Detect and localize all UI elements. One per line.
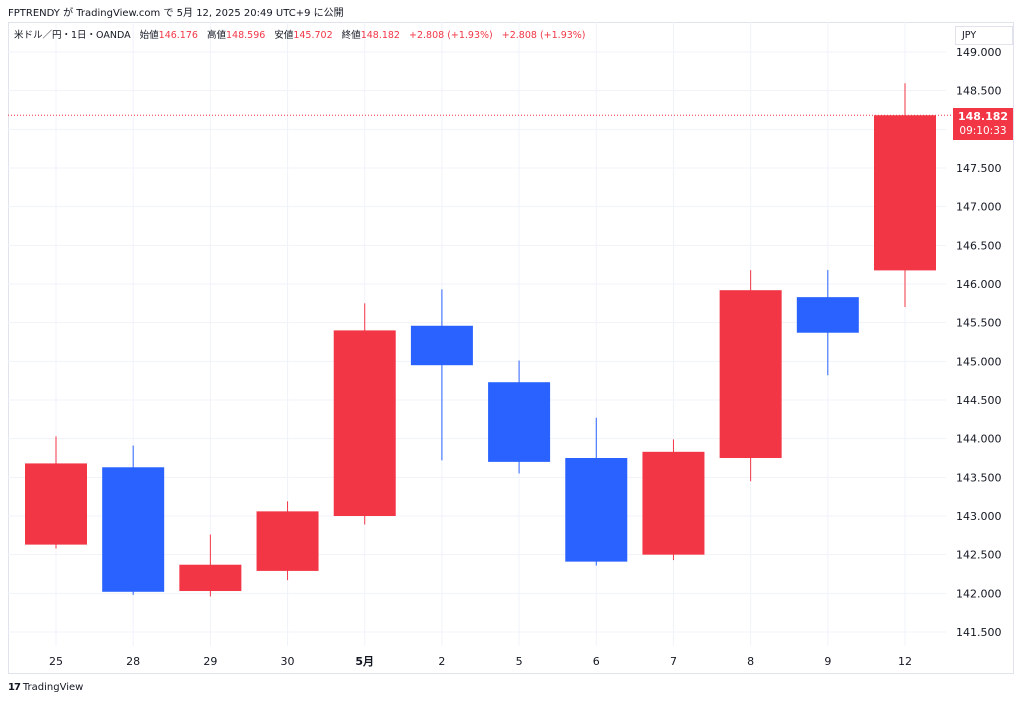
change-value: +2.808 (+1.93%) <box>409 30 493 41</box>
publisher-caption: FPTRENDY が TradingView.com で 5月 12, 2025… <box>8 8 344 19</box>
candle-body <box>719 290 782 458</box>
x-tick-label: 25 <box>49 655 63 668</box>
x-tick-label: 12 <box>898 655 912 668</box>
candle-body <box>256 511 319 571</box>
y-tick-label: 144.000 <box>956 433 1002 446</box>
x-tick-label: 29 <box>203 655 217 668</box>
candles <box>25 83 936 597</box>
candle-body <box>333 330 396 516</box>
y-tick-label: 145.500 <box>956 317 1002 330</box>
y-tick-label: 146.000 <box>956 278 1002 291</box>
y-tick-label: 142.500 <box>956 549 1002 562</box>
x-tick-label: 28 <box>126 655 140 668</box>
x-tick-label: 5月 <box>355 655 374 668</box>
tradingview-logo[interactable]: 17 TradingView <box>8 682 83 693</box>
y-tick-label: 143.500 <box>956 471 1002 484</box>
last-price-value: 148.182 <box>957 110 1009 123</box>
price-axis: 149.000148.500148.000147.500147.000146.5… <box>956 46 1002 639</box>
close-value: 148.182 <box>360 30 400 41</box>
y-tick-label: 143.000 <box>956 510 1002 523</box>
x-tick-label: 8 <box>747 655 754 668</box>
candle-body <box>410 325 473 366</box>
x-tick-label: 9 <box>824 655 831 668</box>
x-tick-label: 6 <box>593 655 600 668</box>
y-tick-label: 145.000 <box>956 355 1002 368</box>
grid-lines <box>8 22 946 646</box>
symbol-info[interactable]: 米ドル／円・1日・OANDA <box>14 30 131 41</box>
time-axis: 25 28 29 30 5月 2 5 6 7 8 9 12 <box>49 655 912 668</box>
open-value: 146.176 <box>158 30 198 41</box>
candle-body <box>488 382 551 462</box>
y-tick-label: 147.000 <box>956 201 1002 214</box>
y-tick-label: 148.500 <box>956 85 1002 98</box>
y-tick-label: 149.000 <box>956 46 1002 59</box>
last-price-badge: 148.182 09:10:33 <box>953 108 1013 140</box>
candle-body <box>25 463 87 545</box>
high-label: 高値 <box>206 30 226 41</box>
candle-body <box>642 451 705 555</box>
close-label: 終値 <box>341 30 361 41</box>
y-tick-label: 147.500 <box>956 162 1002 175</box>
x-tick-label: 2 <box>438 655 445 668</box>
x-tick-label: 5 <box>516 655 523 668</box>
high-value: 148.596 <box>226 30 266 41</box>
low-label: 安値 <box>274 30 294 41</box>
currency-button[interactable]: JPY <box>955 26 1013 45</box>
candle-body <box>565 458 628 562</box>
symbol-legend: 米ドル／円・1日・OANDA 始値146.176 高値148.596 安値145… <box>14 27 586 41</box>
y-tick-label: 144.500 <box>956 394 1002 407</box>
chart-frame[interactable] <box>8 22 1014 674</box>
y-tick-label: 146.500 <box>956 239 1002 252</box>
open-label: 始値 <box>139 30 159 41</box>
y-tick-label: 141.500 <box>956 626 1002 639</box>
candle-body <box>796 297 859 333</box>
x-tick-label: 30 <box>281 655 295 668</box>
x-tick-label: 7 <box>670 655 677 668</box>
y-tick-label: 142.000 <box>956 587 1002 600</box>
tradingview-brand: TradingView <box>22 682 84 693</box>
low-value: 145.702 <box>293 30 333 41</box>
candle-body <box>179 564 242 592</box>
tradingview-logo-icon: 17 <box>8 682 21 693</box>
change-value-secondary: +2.808 (+1.93%) <box>501 30 586 41</box>
bar-countdown: 09:10:33 <box>959 125 1007 137</box>
candle-body <box>102 467 165 592</box>
candle-body <box>874 115 936 271</box>
